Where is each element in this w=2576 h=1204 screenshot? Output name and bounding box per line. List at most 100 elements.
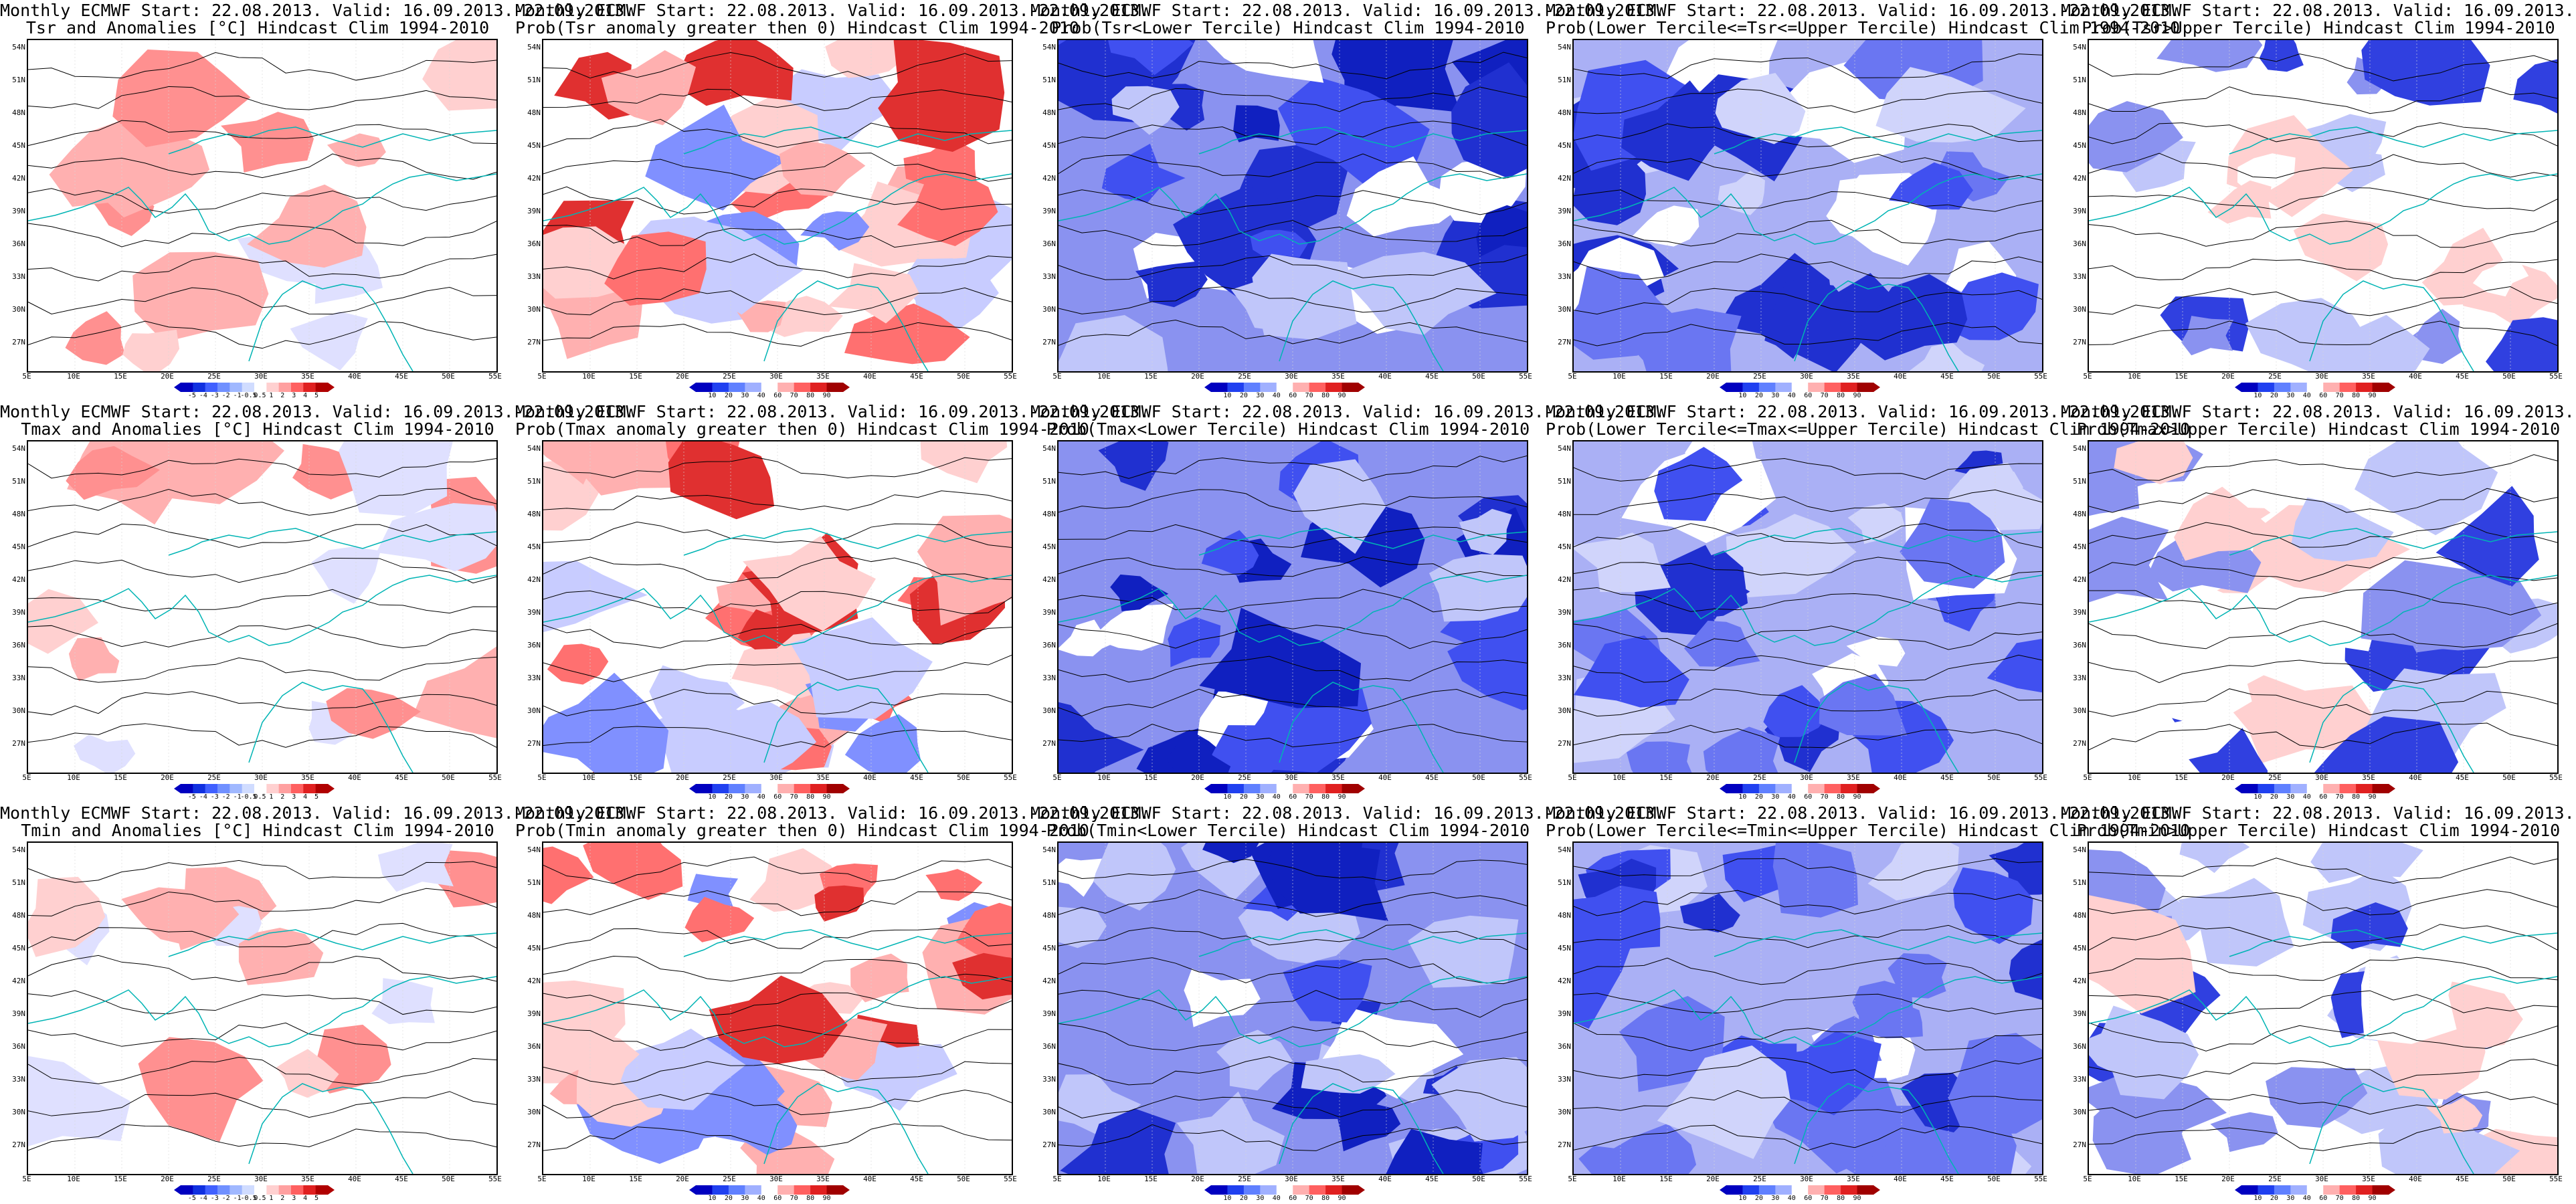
scale-label: 60	[1289, 793, 1297, 801]
coastline	[2229, 126, 2557, 155]
latitude-label: 36N	[2073, 239, 2086, 248]
longitude-label: 10E	[2128, 1175, 2141, 1183]
scale-swatch	[1309, 1185, 1326, 1195]
shaded-region	[543, 561, 648, 633]
longitude-label: 15E	[1659, 773, 1673, 782]
temperature-contour	[28, 625, 496, 649]
longitude-label: 30E	[254, 1175, 268, 1183]
latitude-label: 42N	[527, 977, 541, 985]
temperature-contour	[28, 955, 496, 982]
shaded-region	[1283, 959, 1372, 1023]
coastline	[1279, 280, 1444, 371]
map-area	[27, 841, 498, 1175]
scale-swatch	[278, 1185, 292, 1195]
coastline	[1714, 929, 2042, 957]
shaded-region	[1208, 725, 1279, 773]
scale-arrow-right	[2389, 383, 2395, 392]
latitude-label: 39N	[1042, 1009, 1056, 1018]
temperature-contour	[28, 888, 496, 916]
longitude-label: 40E	[348, 1175, 361, 1183]
temperature-contour	[543, 224, 1012, 248]
longitude-label: 15E	[114, 773, 127, 782]
latitude-label: 42N	[1558, 174, 1571, 183]
shaded-region	[1181, 843, 1274, 901]
latitude-label: 36N	[1558, 239, 1571, 248]
shaded-region	[138, 1037, 264, 1142]
map-area	[542, 841, 1013, 1175]
temperature-contour	[1574, 724, 2042, 748]
map-panel: Monthly ECMWF Start: 22.08.2013. Valid: …	[1030, 401, 1665, 803]
scale-arrow-left	[1720, 784, 1726, 793]
longitude-label: 50E	[957, 1175, 970, 1183]
shaded-region	[2355, 441, 2498, 536]
longitude-label: 45E	[1940, 773, 1954, 782]
latitude-label: 42N	[2073, 977, 2086, 985]
latitude-label: 33N	[1558, 272, 1571, 281]
temperature-contour	[28, 488, 496, 516]
temperature-contour	[1059, 688, 1527, 716]
shaded-region	[1763, 685, 1830, 737]
latitude-label: 45N	[1042, 542, 1056, 551]
latitude-label: 51N	[12, 76, 25, 84]
color-scale-bar	[2235, 1185, 2395, 1195]
shaded-region	[1447, 632, 1527, 710]
map-area	[542, 440, 1013, 774]
longitude-label: 10E	[1097, 1175, 1111, 1183]
longitude-label: 20E	[1706, 1175, 1720, 1183]
latitude-label: 27N	[2073, 739, 2086, 748]
scale-swatch	[1742, 383, 1760, 392]
scale-swatch	[794, 1185, 811, 1195]
shaded-region	[2089, 101, 2184, 173]
scale-arrow-right	[843, 1185, 850, 1195]
temperature-contour	[1059, 524, 1527, 548]
longitude-label: 40E	[1894, 1175, 1907, 1183]
scale-label: 40	[1272, 793, 1281, 801]
shaded-region	[2361, 956, 2458, 1044]
temperature-contour	[543, 928, 1012, 950]
map-panel: Monthly ECMWF Start: 22.08.2013. Valid: …	[0, 401, 634, 803]
scale-swatch	[794, 383, 811, 392]
longitude-label: 35E	[1331, 372, 1345, 381]
scale-label: 80	[806, 1195, 815, 1202]
latitude-label: 27N	[1042, 739, 1056, 748]
coastline	[683, 929, 1012, 957]
shaded-region	[897, 171, 998, 246]
shaded-region	[1619, 996, 1725, 1092]
scale-swatch	[745, 383, 762, 392]
temperature-contour	[28, 860, 496, 883]
longitude-label: 30E	[769, 773, 783, 782]
longitude-label: 5E	[1052, 1175, 1062, 1183]
shaded-region	[955, 902, 1012, 965]
panel-title-line1: Monthly ECMWF Start: 22.08.2013. Valid: …	[515, 402, 1150, 421]
temperature-contour	[1574, 957, 2042, 985]
longitude-label: 5E	[22, 372, 31, 381]
shaded-region	[65, 311, 125, 365]
latitude-label: 48N	[1042, 911, 1056, 920]
latitude-label: 30N	[12, 706, 25, 715]
longitude-label: 10E	[2128, 773, 2141, 782]
scale-swatch	[1824, 1185, 1841, 1195]
shaded-region	[1665, 40, 1778, 92]
scale-swatch	[1841, 1185, 1858, 1195]
scale-label: 60	[1804, 793, 1813, 801]
longitude-label: 55E	[488, 1175, 502, 1183]
latitude-label: 39N	[527, 207, 541, 215]
scale-swatch	[205, 1185, 218, 1195]
longitude-label: 25E	[1238, 1175, 1251, 1183]
scale-swatch	[242, 784, 255, 793]
scale-label: 80	[806, 793, 815, 801]
scale-label: 60	[1289, 392, 1297, 399]
shaded-region	[1900, 498, 2005, 589]
scale-label: 90	[1853, 392, 1861, 399]
scale-swatch	[1309, 383, 1326, 392]
scale-label: 70	[1820, 793, 1829, 801]
scale-label: 1	[269, 392, 274, 399]
temperature-contour	[1059, 86, 1527, 112]
latitude-label: 42N	[527, 575, 541, 584]
latitude-label: 39N	[1042, 608, 1056, 617]
temperature-contour	[1574, 654, 2042, 683]
longitude-label: 35E	[816, 773, 830, 782]
longitude-label: 5E	[22, 773, 31, 782]
shaded-region	[1059, 858, 1102, 897]
scale-swatch	[1211, 383, 1228, 392]
